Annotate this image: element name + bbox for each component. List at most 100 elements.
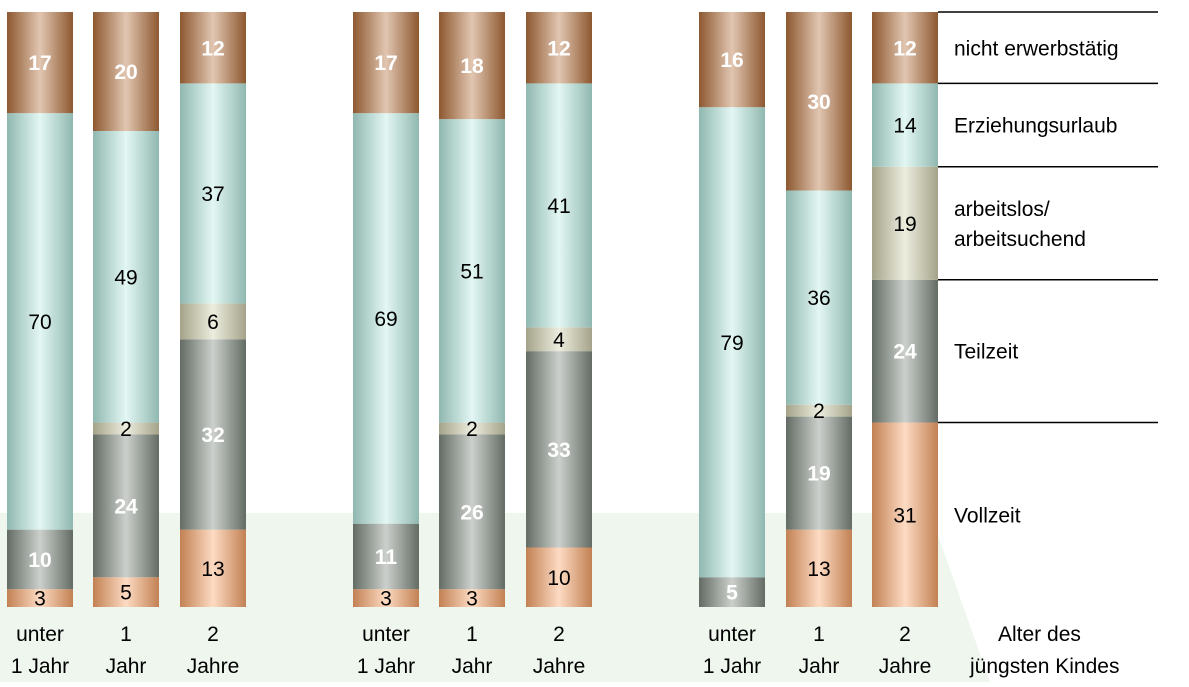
bar-segment — [872, 83, 938, 167]
bar-segment — [7, 12, 73, 114]
x-tick-label: 1 Jahr — [357, 655, 415, 678]
data-label: 5 — [120, 582, 132, 605]
data-label: 79 — [720, 332, 743, 355]
bar-segment — [93, 422, 159, 435]
value-labels-layer: 3107017524249201332637123116917326251181… — [28, 37, 917, 610]
bar-segment — [526, 327, 592, 352]
bar-segment — [353, 12, 419, 114]
bar-segment — [93, 131, 159, 423]
bar-segment — [786, 190, 852, 405]
legend-label: Erziehungsurlaub — [954, 115, 1117, 138]
bar-segment — [180, 339, 246, 530]
x-tick-label: Jahr — [452, 655, 493, 678]
data-label: 70 — [28, 311, 51, 334]
bar-segment — [93, 12, 159, 131]
data-label: 3 — [34, 588, 46, 611]
bar-segment — [526, 83, 592, 328]
legend: Vollzeit Teilzeit arbeitslos/arbeitsuchend… — [938, 11, 1158, 527]
legend-label: nicht erwerbstätig — [954, 37, 1119, 60]
data-label: 13 — [807, 558, 830, 581]
data-label: 24 — [114, 495, 138, 518]
data-label: 17 — [28, 52, 51, 75]
bar-segment — [786, 12, 852, 191]
x-tick-label: 1 — [466, 623, 478, 646]
bar-segment — [526, 351, 592, 548]
x-tick-label: unter — [16, 623, 64, 646]
bar-segment — [526, 547, 592, 607]
bar-segment — [786, 416, 852, 530]
bar-segment — [439, 589, 505, 607]
data-label: 31 — [893, 504, 916, 527]
data-label: 3 — [380, 588, 392, 611]
bar-segment — [353, 523, 419, 590]
data-label: 49 — [114, 266, 137, 289]
bar-segment — [439, 12, 505, 120]
bar-segment — [699, 577, 765, 607]
x-axis-labels: unter 1 Jahr 1 Jahr 2 Jahre unter 1 Jahr 1 Jahr 2 J… — [11, 623, 931, 678]
data-label: 6 — [207, 311, 219, 334]
bar-segment — [93, 434, 159, 578]
bar-segment — [872, 166, 938, 280]
data-label: 36 — [807, 287, 830, 310]
data-label: 19 — [807, 463, 830, 486]
data-label: 10 — [28, 549, 51, 572]
bar-segment — [872, 12, 938, 84]
data-label: 20 — [114, 61, 137, 84]
bar-segment — [699, 12, 765, 108]
x-tick-label: 1 Jahr — [703, 655, 761, 678]
legend-label: arbeitsuchend — [954, 228, 1086, 251]
bar-segment — [353, 113, 419, 524]
data-label: 12 — [201, 37, 224, 60]
data-label: 32 — [201, 424, 224, 447]
bar-segment — [786, 529, 852, 607]
data-label: 11 — [375, 546, 398, 569]
data-label: 18 — [460, 55, 484, 78]
bar-segment — [872, 422, 938, 607]
x-tick-label: Jahr — [799, 655, 840, 678]
axis-caption-line: jüngsten Kindes — [969, 655, 1119, 678]
data-label: 2 — [466, 418, 478, 441]
data-label: 33 — [547, 439, 570, 462]
bar-segment — [7, 113, 73, 530]
data-label: 3 — [466, 588, 478, 611]
x-tick-label: 1 Jahr — [11, 655, 69, 678]
axis-caption-line: Alter des — [998, 623, 1081, 646]
bar-segment — [180, 83, 246, 304]
data-label: 2 — [120, 418, 132, 441]
bar-segment — [180, 303, 246, 340]
bar-segment — [439, 119, 505, 423]
data-label: 17 — [374, 52, 397, 75]
bar-segment — [872, 279, 938, 423]
bar-segment — [439, 422, 505, 435]
x-tick-label: 2 — [207, 623, 219, 646]
data-label: 19 — [893, 213, 916, 236]
axis-caption: Alter des jüngsten Kindes — [969, 623, 1119, 678]
data-label: 26 — [460, 501, 483, 524]
x-tick-label: unter — [362, 623, 410, 646]
data-label: 12 — [547, 37, 570, 60]
data-label: 24 — [893, 341, 917, 364]
x-tick-label: 1 — [120, 623, 132, 646]
data-label: 16 — [720, 49, 743, 72]
bars-layer — [7, 12, 938, 607]
bar-segment — [526, 12, 592, 84]
data-label: 14 — [893, 115, 917, 138]
bar-segment — [180, 12, 246, 84]
bar-segment — [93, 577, 159, 607]
bar-segment — [7, 589, 73, 607]
x-tick-label: Jahre — [187, 655, 240, 678]
data-label: 37 — [201, 183, 224, 206]
data-label: 69 — [374, 308, 397, 331]
bar-segment — [786, 404, 852, 417]
data-label: 2 — [813, 400, 825, 423]
data-label: 30 — [807, 91, 830, 114]
data-label: 41 — [547, 195, 570, 218]
legend-label: arbeitslos/ — [954, 198, 1050, 221]
data-label: 12 — [893, 37, 916, 60]
bar-segment — [353, 589, 419, 607]
x-tick-label: Jahr — [106, 655, 147, 678]
x-tick-label: Jahre — [879, 655, 932, 678]
data-label: 51 — [460, 260, 483, 283]
